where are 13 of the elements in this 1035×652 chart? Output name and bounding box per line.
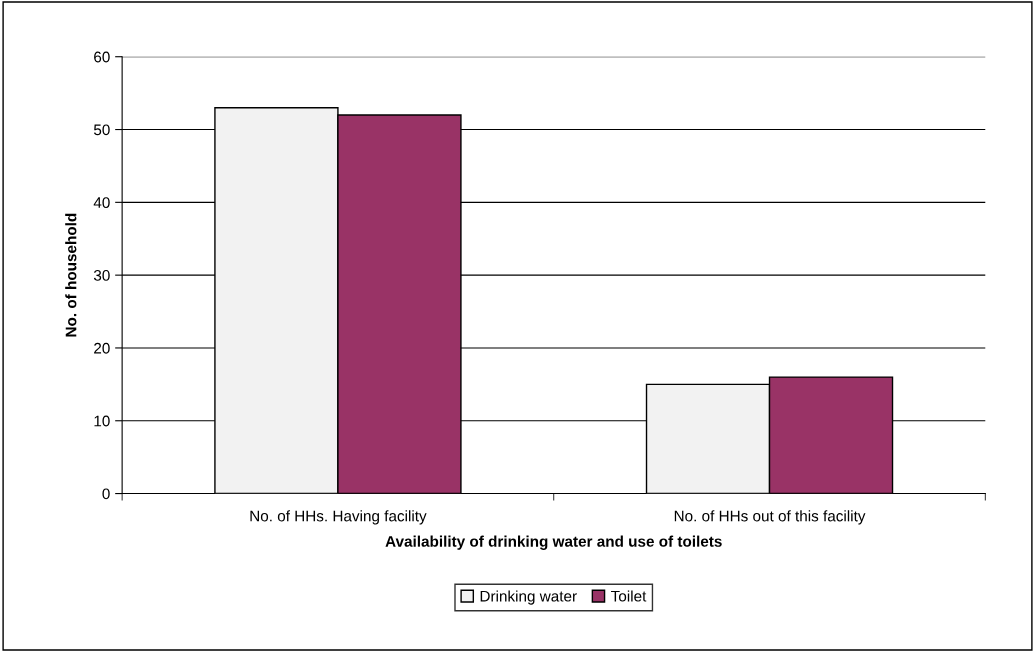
y-tick-label: 10: [94, 415, 110, 427]
x-axis-title: Availability of drinking water and use of toilets: [385, 535, 722, 550]
y-tick-label: 40: [93, 197, 110, 209]
y-tick-label: 0: [102, 488, 110, 500]
y-tick-label: 30: [93, 270, 110, 281]
y-tick-label: 20: [94, 342, 110, 354]
legend-label: Drinking water: [480, 590, 577, 605]
x-tick-label: No. of HHs out of this facility: [674, 510, 866, 525]
y-tick-label: 60: [94, 51, 110, 63]
y-axis-title: No. of household: [65, 213, 77, 337]
legend-label: Toilet: [611, 590, 647, 602]
x-tick-label: No. of HHs. Having facility: [250, 510, 427, 525]
y-tick-label: 50: [93, 124, 110, 136]
